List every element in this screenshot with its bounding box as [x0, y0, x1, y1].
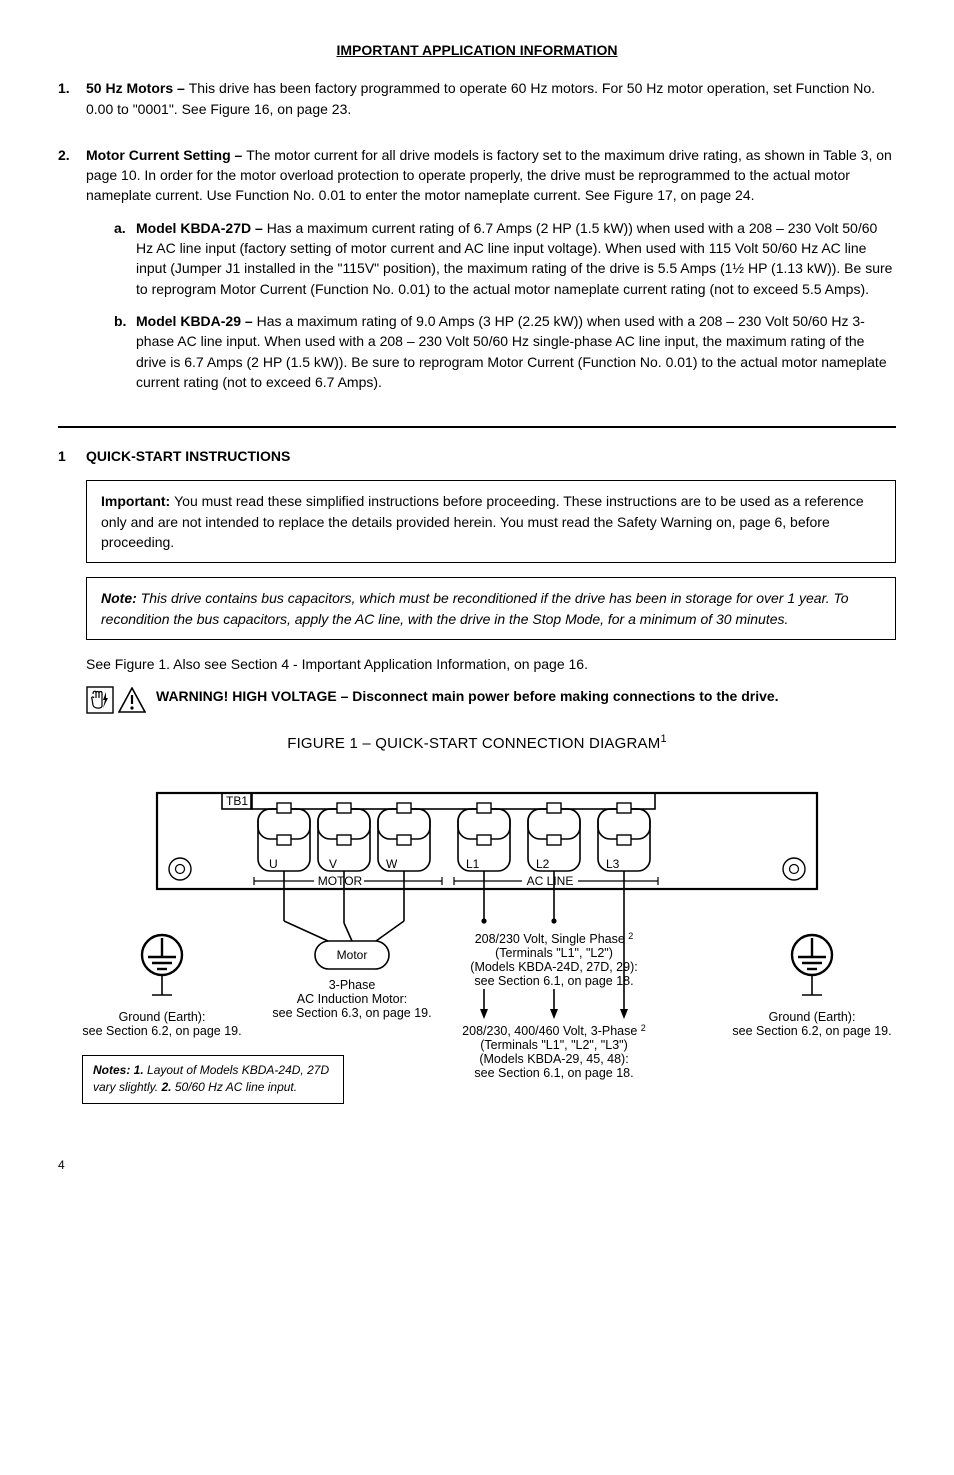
- item-1-num: 1.: [58, 78, 86, 131]
- sub-b-letter: b.: [114, 311, 136, 392]
- gnd-right-b: see Section 6.2, on page 19.: [732, 1024, 891, 1038]
- application-info-list: 1. 50 Hz Motors – This drive has been fa…: [58, 78, 896, 404]
- single-a: 208/230 Volt, Single Phase 2: [475, 931, 634, 946]
- svg-text:TB1: TB1: [226, 794, 248, 808]
- notes-lead2: 2.: [161, 1080, 174, 1094]
- figure-title: FIGURE 1 – QUICK-START CONNECTION DIAGRA…: [58, 732, 896, 755]
- item-1-body: This drive has been factory programmed t…: [86, 80, 875, 116]
- term-L3: L3: [598, 803, 650, 889]
- warning-text: WARNING! HIGH VOLTAGE – Disconnect main …: [156, 686, 896, 706]
- ground-left-icon: [142, 935, 182, 995]
- item-1-lead: 50 Hz Motors –: [86, 80, 189, 96]
- svg-text:W: W: [386, 857, 398, 871]
- svg-text:L2: L2: [536, 857, 550, 871]
- motor-box: Motor: [315, 941, 389, 969]
- diagram: TB1 U V: [58, 773, 896, 1133]
- notes-box: Notes: 1. Layout of Models KBDA-24D, 27D…: [82, 1055, 344, 1104]
- three-a: 208/230, 400/460 Volt, 3-Phase 2: [462, 1023, 646, 1038]
- term-W: W: [378, 803, 430, 889]
- important-lead: Important:: [101, 493, 174, 509]
- ground-right-icon: [792, 935, 832, 995]
- item-1: 1. 50 Hz Motors – This drive has been fa…: [58, 78, 896, 131]
- gnd-right-a: Ground (Earth):: [769, 1010, 856, 1024]
- important-box: Important: You must read these simplifie…: [86, 480, 896, 563]
- sub-a-lead: Model KBDA-27D –: [136, 220, 267, 236]
- warning-triangle-icon: [118, 687, 146, 713]
- three-c: (Models KBDA-29, 45, 48):: [479, 1052, 628, 1066]
- single-d: see Section 6.1, on page 18.: [474, 974, 633, 988]
- acline-label: AC LINE: [527, 874, 574, 888]
- sub-a: a. Model KBDA-27D – Has a maximum curren…: [114, 218, 896, 299]
- item-2-lead: Motor Current Setting –: [86, 147, 246, 163]
- item-2-text: Motor Current Setting – The motor curren…: [86, 145, 896, 206]
- warning-block: WARNING! HIGH VOLTAGE – Disconnect main …: [86, 686, 896, 714]
- phase3-c: see Section 6.3, on page 19.: [272, 1006, 431, 1020]
- notes-lead: Notes: 1.: [93, 1063, 147, 1077]
- page-number: 4: [58, 1157, 896, 1174]
- three-d: see Section 6.1, on page 18.: [474, 1066, 633, 1080]
- svg-text:U: U: [269, 857, 278, 871]
- term-U: U: [258, 803, 310, 889]
- item-2: 2. Motor Current Setting – The motor cur…: [58, 145, 896, 404]
- page-title: IMPORTANT APPLICATION INFORMATION: [58, 40, 896, 60]
- section-num: 1: [58, 446, 86, 466]
- hand-bolt-icon: [86, 686, 114, 714]
- item-1-text: 50 Hz Motors – This drive has been facto…: [86, 78, 896, 119]
- three-b: (Terminals "L1", "L2", "L3"): [480, 1038, 628, 1052]
- fig-title-text: FIGURE 1 – QUICK-START CONNECTION DIAGRA…: [287, 735, 660, 752]
- note-box: Note: This drive contains bus capacitors…: [86, 577, 896, 640]
- sub-a-letter: a.: [114, 218, 136, 299]
- svg-text:Motor: Motor: [337, 948, 368, 962]
- item-2-num: 2.: [58, 145, 86, 404]
- single-b: (Terminals "L1", "L2"): [495, 946, 613, 960]
- warning-icons: [86, 686, 146, 714]
- see-figure-text: See Figure 1. Also see Section 4 - Impor…: [86, 654, 896, 674]
- see-figure: See Figure 1. Also see Section 4 - Impor…: [86, 654, 896, 674]
- phase3-a: 3-Phase: [329, 978, 376, 992]
- term-L1: L1: [458, 803, 510, 889]
- motor-label: MOTOR: [318, 874, 363, 888]
- notes-b: 50/60 Hz AC line input.: [175, 1080, 297, 1094]
- note-text: This drive contains bus capacitors, whic…: [101, 590, 849, 626]
- divider: [58, 426, 896, 428]
- gnd-left-b: see Section 6.2, on page 19.: [82, 1024, 241, 1038]
- important-text: You must read these simplified instructi…: [101, 493, 864, 550]
- svg-text:L3: L3: [606, 857, 620, 871]
- gnd-left-a: Ground (Earth):: [119, 1010, 206, 1024]
- section-title: QUICK-START INSTRUCTIONS: [86, 446, 290, 466]
- svg-text:L1: L1: [466, 857, 480, 871]
- section-heading: 1 QUICK-START INSTRUCTIONS: [58, 446, 896, 466]
- svg-text:V: V: [329, 857, 337, 871]
- note-lead: Note:: [101, 590, 141, 606]
- sub-b-lead: Model KBDA-29 –: [136, 313, 257, 329]
- fig-title-sup: 1: [660, 733, 666, 745]
- single-c: (Models KBDA-24D, 27D, 29):: [470, 960, 637, 974]
- sub-list: a. Model KBDA-27D – Has a maximum curren…: [86, 218, 896, 392]
- sub-b: b. Model KBDA-29 – Has a maximum rating …: [114, 311, 896, 392]
- phase3-b: AC Induction Motor:: [297, 992, 407, 1006]
